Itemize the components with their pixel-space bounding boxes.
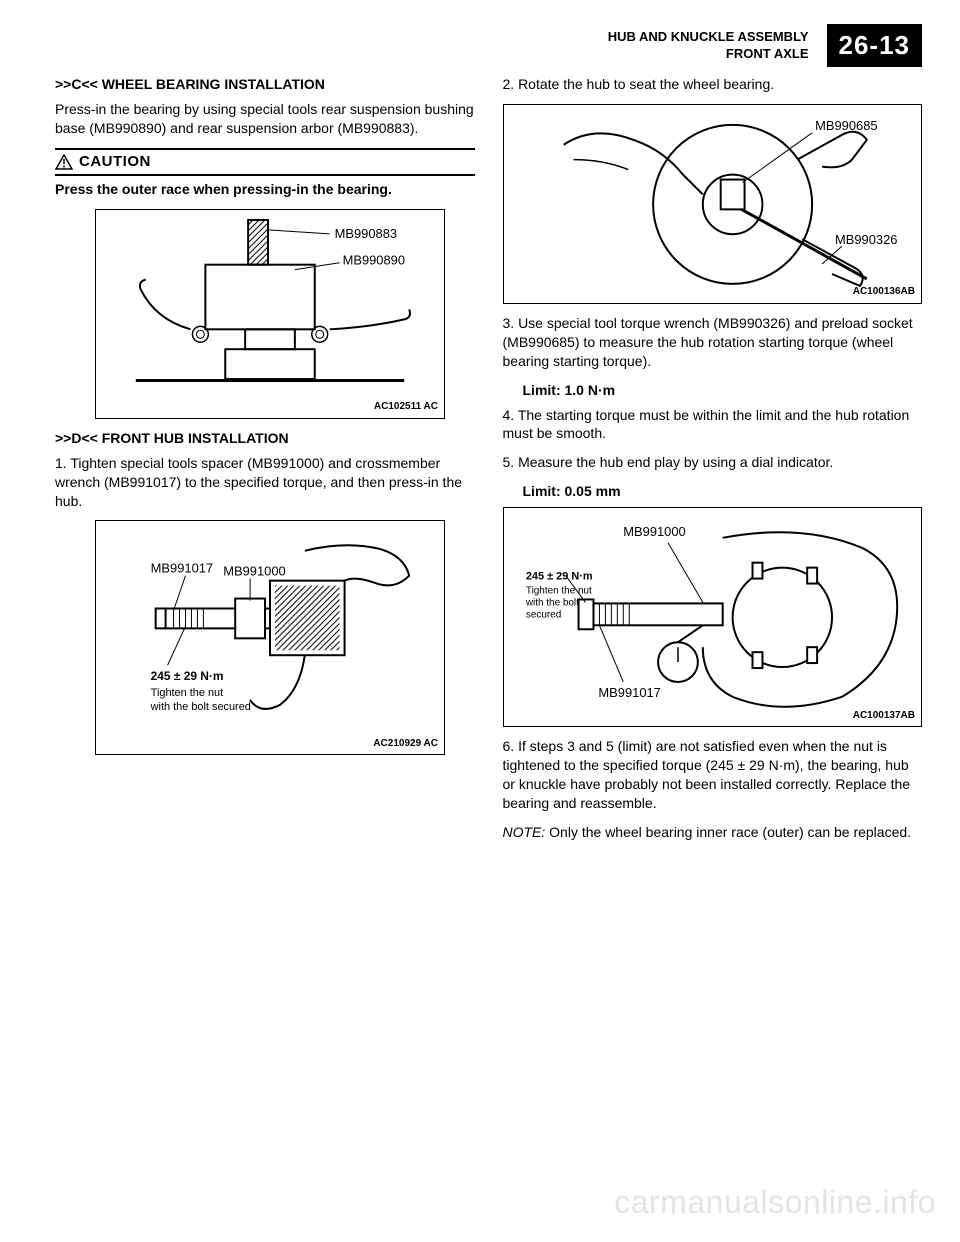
page-number: 26-13	[827, 24, 923, 67]
fig2-code: AC210929 AC	[373, 737, 438, 751]
step-4-text: 4. The starting torque must be within th…	[503, 406, 923, 444]
fig4-torque: 245 ± 29 N·m	[525, 571, 592, 583]
fig4-note2: with the bolt	[524, 598, 578, 609]
fig1-code: AC102511 AC	[374, 400, 438, 414]
header-section-title: HUB AND KNUCKLE ASSEMBLY FRONT AXLE	[608, 29, 809, 63]
limit-1: Limit: 1.0 N·m	[523, 381, 923, 400]
note-block: NOTE: Only the wheel bearing inner race …	[503, 823, 923, 842]
page-header: HUB AND KNUCKLE ASSEMBLY FRONT AXLE 26-1…	[55, 24, 922, 67]
fig2-note1: Tighten the nut	[151, 687, 223, 699]
step-c-heading: >>C<< WHEEL BEARING INSTALLATION	[55, 75, 475, 94]
note-label: NOTE:	[503, 824, 546, 840]
figure-torque-measure: MB990685 MB990326 AC100136AB	[503, 104, 923, 304]
fig4-label-bottom: MB991017	[598, 685, 660, 700]
figure-endplay: MB991000 MB991017 245 ± 29 N·m Tighten t…	[503, 507, 923, 727]
figure-bearing-install: MB990883 MB990890 AC102511 AC	[95, 209, 445, 419]
caution-text: Press the outer race when pressing-in th…	[55, 180, 475, 199]
fig2-note2: with the bolt secured	[150, 701, 251, 713]
fig3-label-top: MB990685	[815, 118, 877, 133]
fig4-note1: Tighten the nut	[525, 586, 591, 597]
fig4-code: AC100137AB	[853, 709, 915, 723]
step-c-text: Press-in the bearing by using special to…	[55, 100, 475, 138]
caution-label: CAUTION	[79, 152, 151, 172]
step-d-text: 1. Tighten special tools spacer (MB99100…	[55, 454, 475, 511]
left-column: >>C<< WHEEL BEARING INSTALLATION Press-i…	[55, 75, 475, 851]
fig2-label-left: MB991017	[151, 561, 213, 576]
step-2-text: 2. Rotate the hub to seat the wheel bear…	[503, 75, 923, 94]
watermark: carmanualsonline.info	[614, 1181, 936, 1224]
fig4-label-top: MB991000	[623, 524, 685, 539]
header-line1: HUB AND KNUCKLE ASSEMBLY	[608, 29, 809, 46]
fig1-label-top: MB990883	[335, 226, 397, 241]
caution-bar: CAUTION	[55, 148, 475, 176]
fig2-torque: 245 ± 29 N·m	[151, 670, 224, 684]
header-line2: FRONT AXLE	[608, 46, 809, 63]
fig3-label-bottom: MB990326	[835, 232, 897, 247]
right-column: 2. Rotate the hub to seat the wheel bear…	[503, 75, 923, 851]
fig4-note3: secured	[525, 609, 560, 620]
step-6-text: 6. If steps 3 and 5 (limit) are not sati…	[503, 737, 923, 813]
step-5-text: 5. Measure the hub end play by using a d…	[503, 453, 923, 472]
fig3-code: AC100136AB	[853, 285, 915, 299]
fig2-label-right: MB991000	[223, 564, 285, 579]
fig1-label-mid: MB990890	[343, 253, 405, 268]
caution-icon	[55, 154, 73, 170]
step-d-heading: >>D<< FRONT HUB INSTALLATION	[55, 429, 475, 448]
limit-2: Limit: 0.05 mm	[523, 482, 923, 501]
note-text: Only the wheel bearing inner race (outer…	[545, 824, 911, 840]
figure-hub-install: MB991017 MB991000 245 ± 29 N·m Tighten t…	[95, 520, 445, 755]
step-3-text: 3. Use special tool torque wrench (MB990…	[503, 314, 923, 371]
